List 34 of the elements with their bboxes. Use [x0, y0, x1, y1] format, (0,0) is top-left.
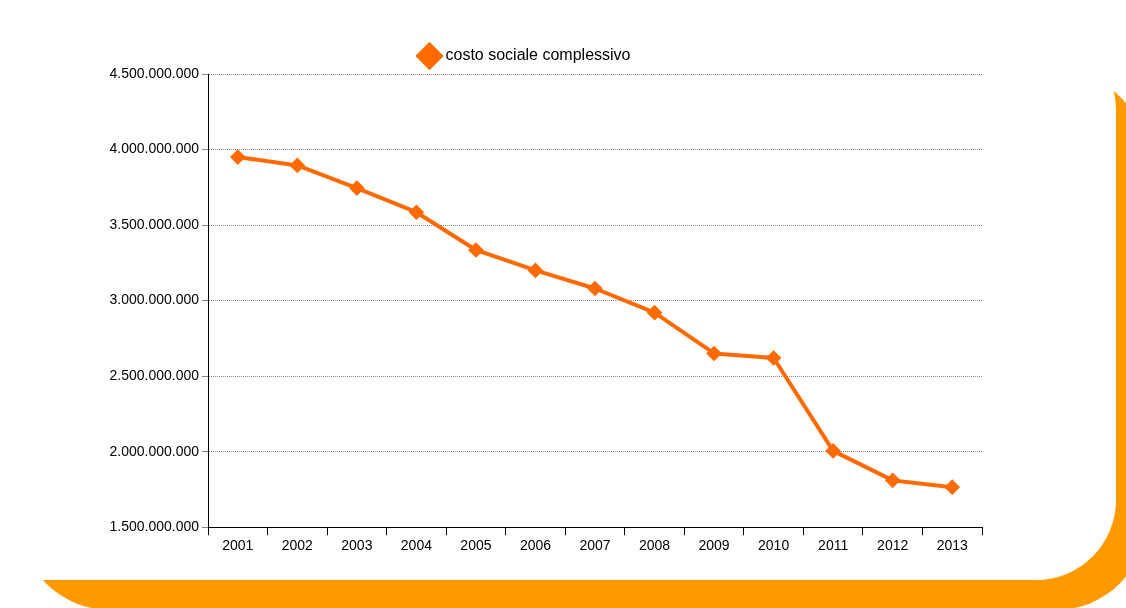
x-tick-label: 2003: [341, 537, 373, 554]
y-tick-label: 4.500.000.000: [109, 64, 200, 81]
x-tick-label: 2013: [936, 537, 969, 554]
point: [230, 150, 245, 165]
y-tick-label: 1.500.000.000: [109, 518, 200, 535]
y-tick-label: 4.000.000.000: [109, 140, 200, 157]
legend-label: costo sociale complessivo: [445, 46, 631, 64]
y-tick-label: 3.000.000.000: [109, 291, 200, 308]
x-tick-label: 2001: [222, 537, 254, 554]
point: [766, 351, 781, 366]
point: [885, 473, 900, 488]
x-tick-label: 2008: [638, 537, 671, 554]
y-tick-label: 3.500.000.000: [109, 215, 200, 232]
point: [945, 480, 960, 495]
point: [290, 158, 305, 173]
x-tick-label: 2006: [519, 537, 552, 554]
point: [409, 205, 424, 220]
x-tick-label: 2010: [758, 537, 790, 554]
y-tick-label: 2.000.000.000: [109, 442, 200, 459]
x-tick-label: 2011: [818, 537, 849, 554]
y-tick-label: 2.500.000.000: [109, 366, 200, 383]
x-tick-label: 2007: [579, 537, 611, 554]
x-tick-label: 2005: [460, 537, 492, 554]
point: [468, 242, 483, 257]
x-tick-label: 2012: [877, 537, 909, 554]
x-tick-label: 2002: [281, 537, 314, 554]
x-tick-label: 2009: [698, 537, 730, 554]
point: [528, 263, 543, 278]
point: [349, 181, 364, 196]
point: [647, 305, 662, 320]
point: [707, 346, 722, 361]
x-tick-label: 2004: [400, 537, 433, 554]
point: [588, 281, 602, 296]
point: [826, 443, 841, 458]
